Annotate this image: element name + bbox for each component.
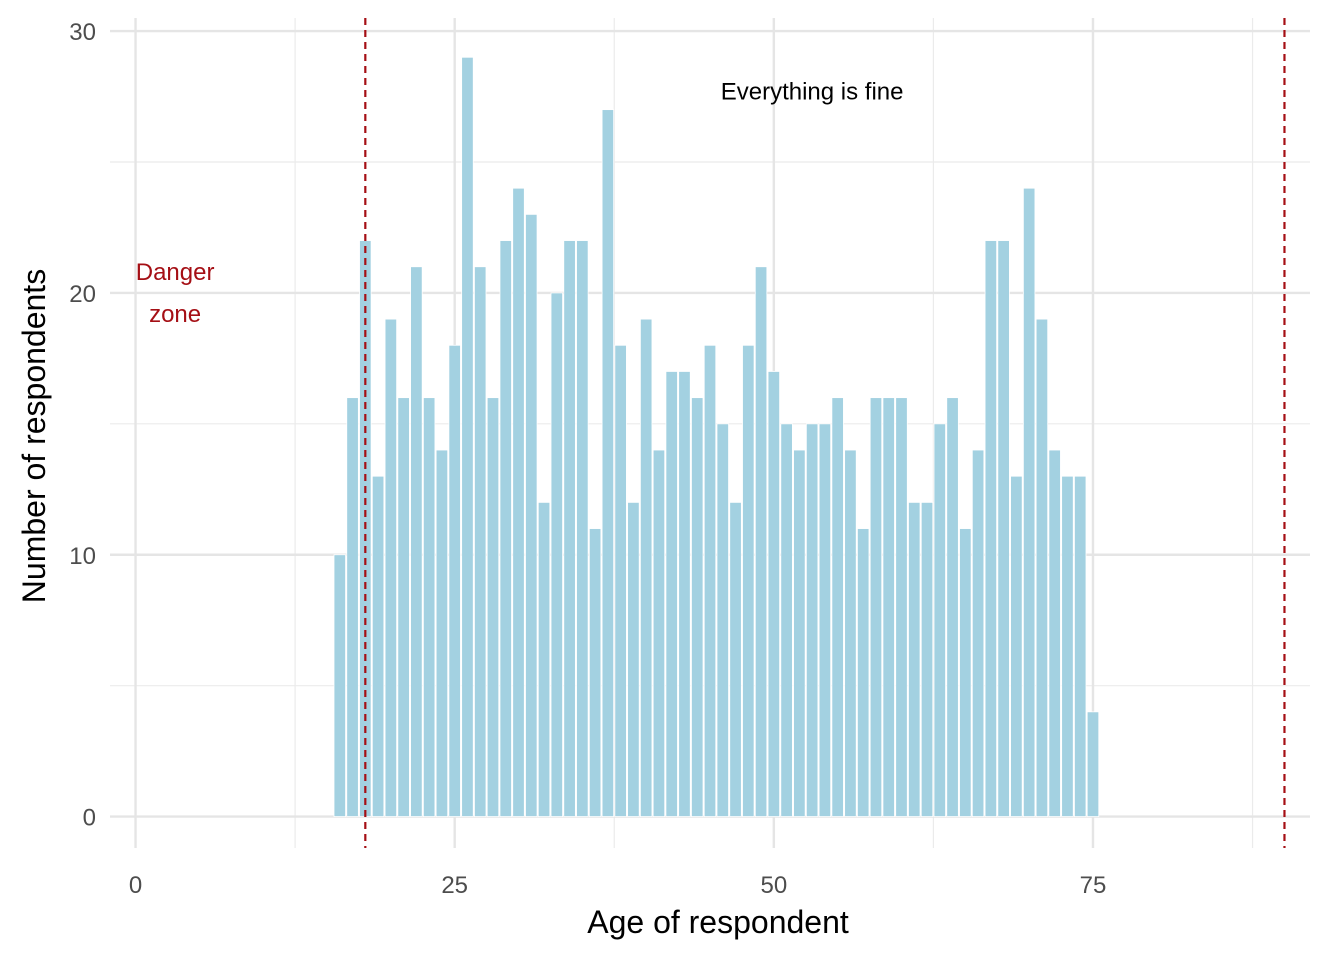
bar-age-57 xyxy=(857,528,870,817)
x-tick-label: 0 xyxy=(129,872,142,899)
bar-age-40 xyxy=(639,318,653,817)
tick-labels: 0 25 50 75 0 10 20 30 xyxy=(69,19,1106,899)
bar-age-23 xyxy=(422,397,436,817)
bar-age-67 xyxy=(984,240,998,817)
bar-age-20 xyxy=(384,318,398,817)
bar-age-51 xyxy=(780,423,793,817)
bar-age-28 xyxy=(486,397,500,817)
bar-age-27 xyxy=(474,266,487,817)
bar-age-35 xyxy=(576,240,589,817)
bar-age-68 xyxy=(997,240,1010,817)
bar-age-66 xyxy=(971,449,985,817)
bar-age-54 xyxy=(818,423,832,817)
bar-age-55 xyxy=(831,397,844,817)
y-tick-label: 0 xyxy=(83,805,96,832)
bar-age-19 xyxy=(371,475,385,817)
bar-age-45 xyxy=(703,344,717,817)
bar-age-21 xyxy=(397,397,410,817)
x-tick-label: 25 xyxy=(441,872,468,899)
bar-age-22 xyxy=(410,266,423,817)
bars xyxy=(333,56,1100,817)
bar-age-50 xyxy=(767,371,781,817)
bar-age-38 xyxy=(614,344,627,817)
bar-age-72 xyxy=(1048,449,1061,817)
bar-age-25 xyxy=(448,344,461,817)
bar-age-71 xyxy=(1035,318,1049,817)
bar-age-17 xyxy=(346,397,359,817)
bar-age-26 xyxy=(461,56,474,817)
bar-age-75 xyxy=(1086,711,1100,817)
bar-age-60 xyxy=(895,397,908,817)
bar-age-69 xyxy=(1010,475,1023,817)
bar-age-74 xyxy=(1074,475,1087,817)
bar-age-63 xyxy=(933,423,946,817)
annotation-text-0-1: zone xyxy=(149,301,201,328)
bar-age-24 xyxy=(435,449,449,817)
x-axis-title: Age of respondent xyxy=(587,904,849,940)
y-axis-title: Number of respondents xyxy=(16,269,52,603)
bar-age-42 xyxy=(665,371,678,817)
y-tick-label: 10 xyxy=(69,543,96,570)
bar-age-36 xyxy=(588,528,602,817)
y-tick-label: 20 xyxy=(69,281,96,308)
bar-age-41 xyxy=(652,449,666,817)
annotation-text-1-0: Everything is fine xyxy=(721,78,904,105)
x-tick-label: 75 xyxy=(1080,872,1107,899)
bar-age-33 xyxy=(550,292,563,817)
bar-age-73 xyxy=(1061,475,1074,817)
bar-age-16 xyxy=(333,554,346,817)
bar-age-53 xyxy=(805,423,819,817)
bar-age-43 xyxy=(678,371,691,817)
x-tick-label: 50 xyxy=(760,872,787,899)
bar-age-31 xyxy=(525,213,538,817)
bar-age-70 xyxy=(1022,187,1036,817)
bar-age-32 xyxy=(537,501,551,817)
bar-age-34 xyxy=(563,240,576,817)
annotation-text-0-0: Danger xyxy=(136,259,215,286)
bar-age-46 xyxy=(716,423,729,817)
y-tick-label: 30 xyxy=(69,19,96,46)
bar-age-52 xyxy=(793,449,806,817)
bar-age-56 xyxy=(844,449,857,817)
bar-age-47 xyxy=(729,501,742,817)
bar-age-30 xyxy=(512,187,525,817)
bar-age-61 xyxy=(908,501,921,817)
bar-age-59 xyxy=(882,397,895,817)
reference-lines xyxy=(364,18,1286,848)
bar-age-29 xyxy=(499,240,512,817)
bar-age-37 xyxy=(601,109,615,817)
bar-age-44 xyxy=(691,397,704,817)
bar-age-62 xyxy=(920,501,934,817)
bar-age-64 xyxy=(946,397,959,817)
bar-age-49 xyxy=(754,266,768,817)
bar-age-58 xyxy=(869,397,883,817)
annotations: Danger zone Everything is fine xyxy=(136,78,904,328)
bar-age-39 xyxy=(627,501,640,817)
bar-age-65 xyxy=(959,528,972,817)
bar-age-48 xyxy=(742,344,755,817)
